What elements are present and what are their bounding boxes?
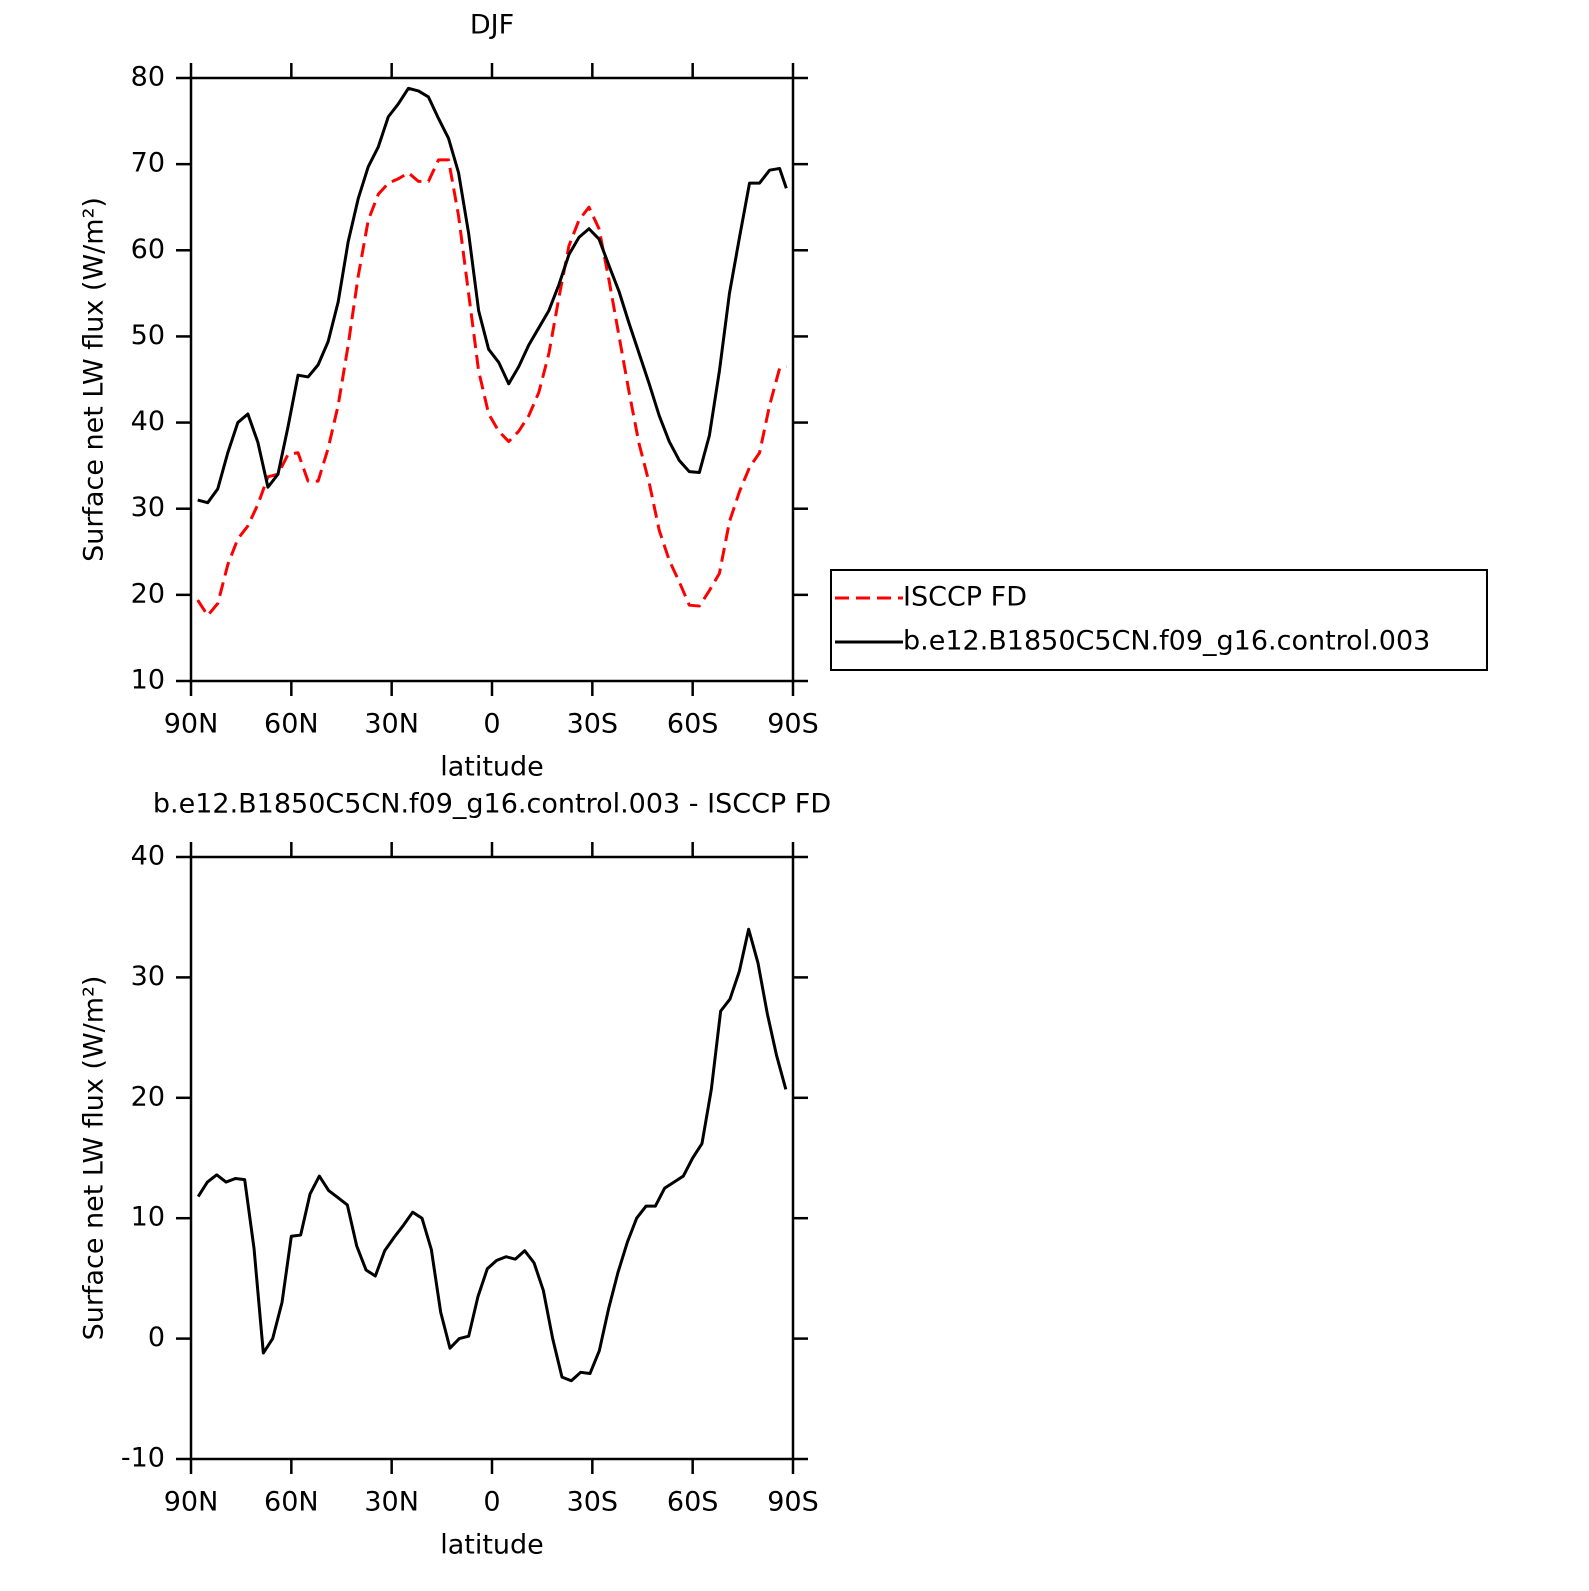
y-tick-label: 80 xyxy=(131,62,165,93)
x-axis-label: latitude xyxy=(440,752,544,783)
y-tick-label: -10 xyxy=(121,1443,165,1474)
y-tick-label: 20 xyxy=(131,578,165,609)
legend-label: b.e12.B1850C5CN.f09_g16.control.003 xyxy=(903,626,1430,657)
y-tick-label: 10 xyxy=(131,665,165,696)
legend-box xyxy=(830,569,1488,671)
legend-label: ISCCP FD xyxy=(903,582,1027,613)
data-line xyxy=(196,158,787,618)
y-tick-label: 0 xyxy=(148,1322,165,1353)
x-tick-label: 60S xyxy=(667,1487,719,1518)
x-tick-label: 90N xyxy=(164,1487,219,1518)
data-line xyxy=(197,86,788,505)
y-tick-label: 40 xyxy=(131,406,165,437)
x-tick-label: 90S xyxy=(767,1487,819,1518)
y-tick-label: 50 xyxy=(131,320,165,351)
y-tick-label: 20 xyxy=(131,1081,165,1112)
y-tick-label: 40 xyxy=(131,841,165,872)
y-axis-label: Surface net LW flux (W/m²) xyxy=(79,976,110,1341)
x-tick-label: 30N xyxy=(364,1487,419,1518)
y-tick-label: 30 xyxy=(131,492,165,523)
chart-title: DJF xyxy=(470,10,514,41)
y-tick-label: 10 xyxy=(131,1202,165,1233)
x-tick-label: 90N xyxy=(164,709,219,740)
y-tick-label: 60 xyxy=(131,234,165,265)
x-tick-label: 60S xyxy=(667,709,719,740)
y-tick-label: 70 xyxy=(131,148,165,179)
x-tick-label: 0 xyxy=(483,709,500,740)
x-axis-label: latitude xyxy=(440,1530,544,1561)
x-tick-label: 90S xyxy=(767,709,819,740)
data-line xyxy=(196,927,788,1383)
x-tick-label: 30N xyxy=(364,709,419,740)
y-axis-label: Surface net LW flux (W/m²) xyxy=(79,197,110,562)
plot-frame xyxy=(189,76,795,683)
chart-title: b.e12.B1850C5CN.f09_g16.control.003 - IS… xyxy=(153,789,831,820)
x-tick-label: 60N xyxy=(264,709,319,740)
x-tick-label: 30S xyxy=(567,709,619,740)
plot-frame xyxy=(189,855,795,1461)
x-tick-label: 30S xyxy=(567,1487,619,1518)
x-tick-label: 60N xyxy=(264,1487,319,1518)
x-tick-label: 0 xyxy=(483,1487,500,1518)
y-tick-label: 30 xyxy=(131,961,165,992)
